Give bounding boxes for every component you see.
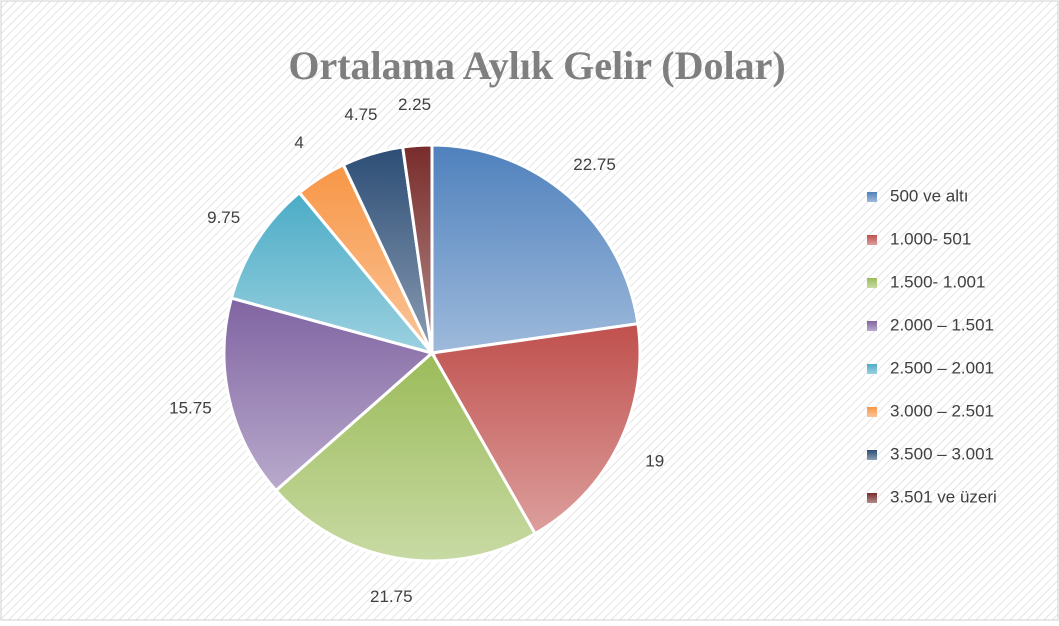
legend-label: 1.500- 1.001 [890,272,985,291]
data-label: 15.75 [169,398,212,417]
legend-marker [867,493,877,503]
legend-label: 3.000 – 2.501 [890,401,994,420]
data-label: 4 [294,133,303,152]
legend-marker [867,278,877,288]
legend-marker [867,450,877,460]
data-label: 4.75 [344,105,377,124]
legend-label: 500 ve altı [890,186,968,205]
legend-label: 1.000- 501 [890,229,971,248]
data-label: 22.75 [573,155,616,174]
data-label: 2.25 [398,95,431,114]
legend-marker [867,192,877,202]
data-label: 9.75 [207,208,240,227]
pie-slice [222,296,436,493]
pie-slice [429,321,642,536]
pie-slice [430,143,640,355]
legend-label: 3.500 – 3.001 [890,444,994,463]
pie-slice [400,143,434,354]
data-label: 21.75 [370,587,413,606]
legend-marker [867,321,877,331]
legend-label: 2.000 – 1.501 [890,315,994,334]
pie-slice [273,350,538,563]
data-label: 19 [645,452,664,471]
legend-marker [867,407,877,417]
legend-label: 3.501 ve üzeri [890,487,997,506]
legend-label: 2.500 – 2.001 [890,358,994,377]
legend-marker [867,235,877,245]
chart-title: Ortalama Aylık Gelir (Dolar) [288,43,785,88]
legend-marker [867,364,877,374]
pie-slice [229,190,437,356]
